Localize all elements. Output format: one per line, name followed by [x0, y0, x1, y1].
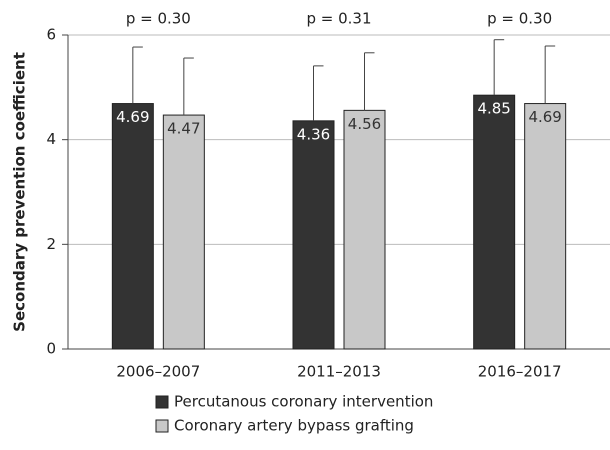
bar: [111, 103, 154, 350]
value-label: 4.69: [528, 108, 561, 126]
y-tick-label: 0: [46, 340, 56, 358]
value-label: 4.56: [348, 115, 381, 133]
legend-swatch: [155, 419, 169, 433]
bar: [292, 120, 335, 350]
y-tick-label: 6: [46, 26, 56, 44]
bar: [343, 109, 386, 350]
y-tick-label: 4: [46, 130, 56, 148]
annotation: p = 0.31: [306, 10, 371, 28]
value-label: 4.85: [477, 100, 510, 118]
annotation: p = 0.30: [487, 10, 552, 28]
value-label: 4.69: [116, 108, 149, 126]
value-label: 4.36: [297, 125, 330, 143]
legend-label: Percutanous coronary intervention: [174, 393, 433, 411]
bar: [524, 103, 567, 350]
legend-swatch: [155, 395, 169, 409]
x-tick-label: 2016–2017: [478, 363, 562, 381]
bar: [473, 94, 516, 350]
value-label: 4.47: [167, 120, 200, 138]
y-tick-label: 2: [46, 235, 56, 253]
bar: [162, 114, 205, 350]
annotation: p = 0.30: [126, 10, 191, 28]
x-tick-label: 2006–2007: [116, 363, 200, 381]
x-tick-label: 2011–2013: [297, 363, 381, 381]
y-axis-label: Secondary prevention coefficient: [11, 52, 29, 332]
legend-label: Coronary artery bypass grafting: [174, 417, 414, 435]
